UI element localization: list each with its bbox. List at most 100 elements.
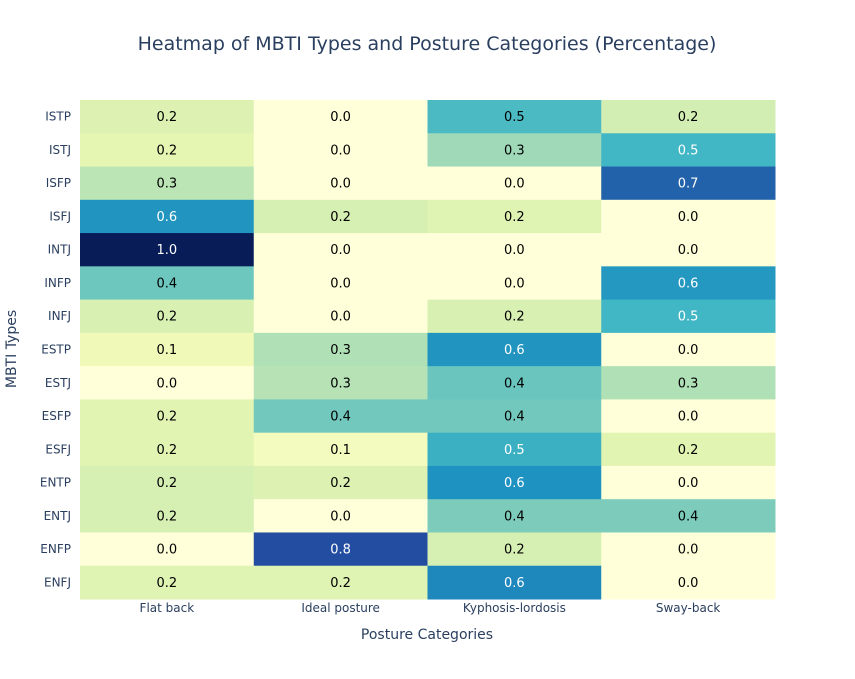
heatmap-cell-label: 0.3 [330, 343, 351, 358]
heatmap-cell-label: 0.2 [157, 310, 178, 325]
heatmap-cell [427, 399, 602, 434]
heatmap-cell-label: 0.1 [157, 343, 178, 358]
heatmap-cell [80, 432, 255, 467]
heatmap-cell [253, 532, 428, 567]
heatmap-cell-label: 0.4 [504, 509, 525, 524]
y-tick-label: ESTJ [45, 376, 71, 390]
heatmap-cell [427, 266, 602, 301]
heatmap-cell [427, 166, 602, 201]
heatmap-cell-label: 0.0 [678, 243, 699, 258]
heatmap-cell [253, 399, 428, 434]
heatmap-cell [80, 399, 255, 434]
heatmap-cell [253, 266, 428, 301]
heatmap-cell [80, 299, 255, 334]
heatmap-cell [80, 332, 255, 367]
heatmap-cell-label: 0.0 [330, 177, 351, 192]
heatmap-cell-label: 0.6 [678, 276, 699, 291]
heatmap-cell [601, 432, 776, 467]
heatmap-cell [427, 565, 602, 600]
heatmap-cell-label: 0.5 [678, 143, 699, 158]
heatmap-cell-label: 0.6 [504, 576, 525, 591]
heatmap-cell [427, 299, 602, 334]
heatmap-cell [601, 332, 776, 367]
heatmap-cell [80, 133, 255, 168]
x-tick-label: Ideal posture [301, 601, 380, 615]
x-axis-title: Posture Categories [361, 627, 493, 643]
y-tick-label: ESFP [42, 409, 71, 423]
heatmap-cell [253, 366, 428, 400]
heatmap-cell [601, 399, 776, 434]
heatmap-cell [427, 532, 602, 567]
heatmap-cell-label: 0.0 [330, 310, 351, 325]
heatmap-cell [601, 133, 776, 168]
heatmap-cell-label: 0.2 [504, 210, 525, 225]
y-tick-label: ENTP [40, 476, 71, 490]
y-tick-label: INFJ [48, 309, 71, 323]
heatmap-cell [253, 233, 428, 267]
x-tick-label: Kyphosis-lordosis [463, 601, 566, 615]
heatmap-cell-label: 0.4 [678, 509, 699, 524]
heatmap-cell [80, 532, 255, 567]
heatmap-cells [80, 100, 776, 600]
heatmap-cell [253, 166, 428, 201]
y-tick-label: ENFP [40, 542, 71, 556]
y-axis-title: MBTI Types [4, 310, 20, 388]
heatmap-cell-label: 0.0 [330, 143, 351, 158]
heatmap-cell-label: 0.2 [157, 143, 178, 158]
heatmap-cell [253, 565, 428, 600]
y-tick-label: ENFJ [44, 575, 71, 589]
heatmap-cell-label: 0.2 [678, 110, 699, 125]
heatmap-cell-label: 0.0 [504, 177, 525, 192]
y-tick-label: ISFP [46, 176, 71, 190]
y-tick-label: ISTP [45, 110, 71, 124]
heatmap-cell-label: 0.2 [330, 576, 351, 591]
heatmap-cell-label: 0.2 [330, 210, 351, 225]
heatmap-cell [253, 133, 428, 168]
y-tick-label: INFP [44, 276, 71, 290]
heatmap-cell [601, 233, 776, 267]
heatmap-cell-label: 0.3 [504, 143, 525, 158]
chart-title: Heatmap of MBTI Types and Posture Catego… [138, 33, 717, 55]
heatmap-cell [80, 166, 255, 201]
heatmap-cell-label: 0.2 [504, 543, 525, 558]
heatmap-cell-label: 0.0 [678, 576, 699, 591]
heatmap-cell [427, 432, 602, 467]
heatmap-cell [80, 366, 255, 400]
heatmap-cell [427, 233, 602, 267]
heatmap-cell-label: 0.6 [504, 476, 525, 491]
heatmap-cell [80, 266, 255, 301]
heatmap-cell [80, 499, 255, 533]
heatmap-cell [601, 465, 776, 500]
heatmap-cell [427, 332, 602, 367]
heatmap-cell [253, 465, 428, 500]
heatmap-cell-label: 0.0 [678, 476, 699, 491]
y-tick-label: INTJ [48, 243, 71, 257]
heatmap-cell [601, 366, 776, 400]
heatmap-cell-label: 1.0 [157, 243, 178, 258]
heatmap-cell-label: 0.0 [330, 243, 351, 258]
heatmap-cell-label: 0.0 [504, 243, 525, 258]
heatmap-cell [253, 100, 428, 134]
heatmap-cell-label: 0.2 [157, 509, 178, 524]
heatmap-cell [601, 100, 776, 134]
heatmap-cell-label: 0.0 [330, 110, 351, 125]
heatmap-cell [601, 266, 776, 301]
x-tick-label: Sway-back [656, 601, 721, 615]
heatmap-cell [80, 233, 255, 267]
heatmap-cell-label: 0.5 [504, 110, 525, 125]
heatmap-cell-label: 0.2 [157, 110, 178, 125]
heatmap-cell-label: 0.4 [504, 410, 525, 425]
heatmap-cell-label: 0.0 [678, 343, 699, 358]
y-tick-label: ENTJ [44, 509, 71, 523]
heatmap-cell-label: 0.0 [330, 509, 351, 524]
heatmap-cell-label: 0.4 [157, 276, 178, 291]
heatmap-cell [80, 565, 255, 600]
heatmap-cell-label: 0.6 [157, 210, 178, 225]
heatmap-cell [601, 299, 776, 334]
heatmap-cell [601, 565, 776, 600]
heatmap-cell-label: 0.2 [678, 443, 699, 458]
heatmap-cell [253, 432, 428, 467]
y-tick-label: ESFJ [45, 442, 71, 456]
heatmap-cell [427, 499, 602, 533]
